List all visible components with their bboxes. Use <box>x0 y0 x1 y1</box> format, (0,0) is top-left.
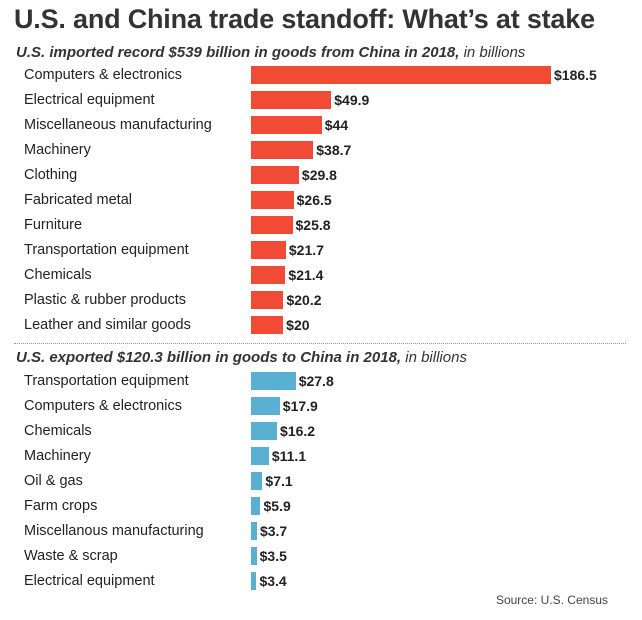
imports-bar <box>251 141 314 159</box>
imports-category-label: Machinery <box>24 142 91 158</box>
imports-unit: in billions <box>463 44 526 61</box>
imports-bar <box>251 266 286 284</box>
imports-bar <box>251 291 284 309</box>
imports-bar <box>251 191 294 209</box>
imports-subtitle: U.S. imported record $539 billion in goo… <box>16 44 525 61</box>
imports-category-label: Transportation equipment <box>24 242 189 258</box>
imports-value-label: $21.4 <box>288 267 324 283</box>
exports-category-label: Machinery <box>24 448 91 464</box>
exports-bar <box>251 472 263 490</box>
imports-value-label: $44 <box>324 117 349 133</box>
imports-bar <box>251 116 322 134</box>
imports-category-label: Chemicals <box>24 267 92 283</box>
exports-subtitle: U.S. exported $120.3 billion in goods to… <box>16 349 467 366</box>
exports-value-label: $7.1 <box>265 473 293 489</box>
imports-value-label: $26.5 <box>296 192 332 208</box>
imports-category-label: Furniture <box>24 217 83 233</box>
exports-subtitle-text: U.S. exported $120.3 billion in goods to… <box>16 349 402 366</box>
exports-bar <box>251 447 269 465</box>
imports-value-label: $21.7 <box>288 242 324 258</box>
exports-category-label: Transportation equipment <box>24 373 189 389</box>
exports-value-label: $11.1 <box>271 448 307 464</box>
imports-value-label: $49.9 <box>334 92 370 108</box>
exports-bar <box>251 422 278 440</box>
imports-category-label: Clothing <box>24 167 78 183</box>
imports-bar <box>251 66 551 84</box>
exports-bar <box>251 547 257 565</box>
imports-value-label: $25.8 <box>295 217 331 233</box>
exports-bar <box>251 372 296 390</box>
source-note: Source: U.S. Census <box>495 593 608 607</box>
exports-value-label: $3.7 <box>259 523 288 539</box>
imports-bar <box>251 241 286 259</box>
exports-bar <box>251 497 261 515</box>
imports-value-label: $20.2 <box>286 292 322 308</box>
exports-unit: in billions <box>405 349 467 366</box>
imports-bar <box>251 316 284 334</box>
imports-value-label: $186.5 <box>554 67 597 83</box>
imports-category-label: Leather and similar goods <box>24 317 191 333</box>
exports-category-label: Electrical equipment <box>24 573 155 589</box>
exports-category-label: Farm crops <box>24 498 98 514</box>
exports-value-label: $3.4 <box>259 573 287 589</box>
exports-category-label: Computers & electronics <box>24 398 182 414</box>
exports-value-label: $17.9 <box>282 398 318 414</box>
imports-category-label: Miscellaneous manufacturing <box>24 117 212 133</box>
exports-value-label: $3.5 <box>259 548 287 564</box>
exports-category-label: Miscellanous manufacturing <box>24 523 204 539</box>
imports-value-label: $38.7 <box>316 142 352 158</box>
imports-category-label: Fabricated metal <box>24 192 132 208</box>
imports-value-label: $20 <box>286 317 310 333</box>
exports-category-label: Chemicals <box>24 423 92 439</box>
exports-bar <box>251 572 257 590</box>
imports-category-label: Electrical equipment <box>24 92 155 108</box>
imports-category-label: Plastic & rubber products <box>24 292 186 308</box>
imports-category-label: Computers & electronics <box>24 67 182 83</box>
exports-category-label: Oil & gas <box>24 473 83 489</box>
imports-value-label: $29.8 <box>301 167 337 183</box>
imports-bar <box>251 216 293 234</box>
exports-value-label: $27.8 <box>298 373 334 389</box>
exports-value-label: $16.2 <box>280 423 316 439</box>
exports-bar <box>251 397 280 415</box>
chart-title: U.S. and China trade standoff: What’s at… <box>14 4 595 34</box>
exports-category-label: Waste & scrap <box>24 548 118 564</box>
imports-bar <box>251 91 332 109</box>
imports-subtitle-text: U.S. imported record $539 billion in goo… <box>16 44 460 61</box>
section-divider <box>14 343 626 344</box>
imports-bar <box>251 166 299 184</box>
exports-bar <box>251 522 257 540</box>
exports-value-label: $5.9 <box>263 498 291 514</box>
